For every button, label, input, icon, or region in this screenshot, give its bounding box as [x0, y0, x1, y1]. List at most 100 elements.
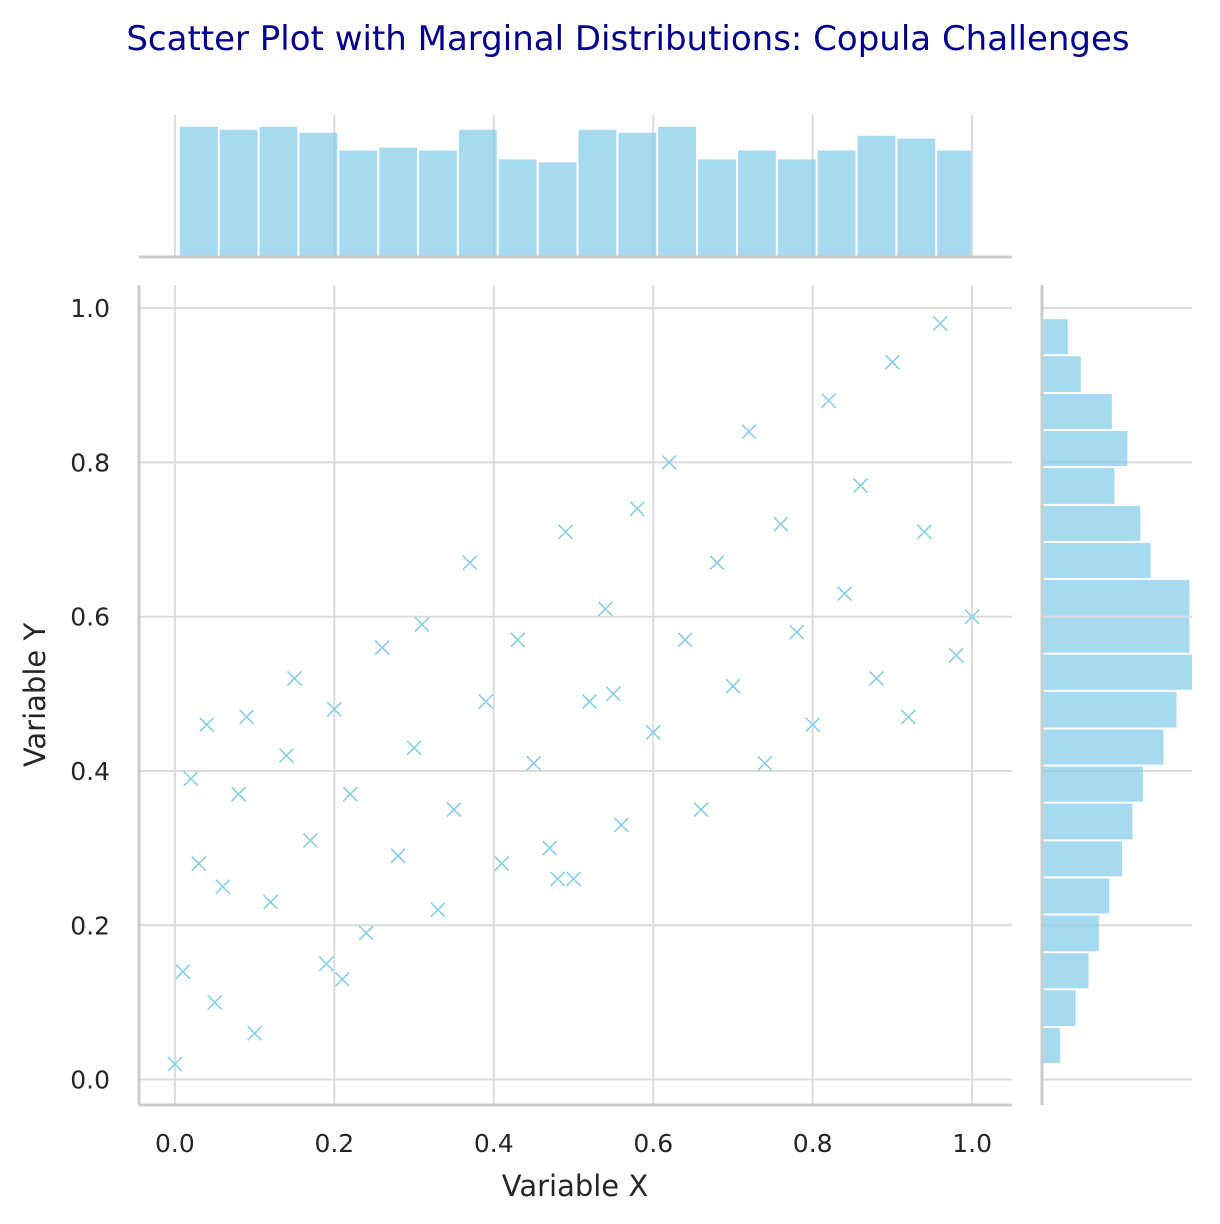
scatter-point [430, 902, 446, 918]
scatter-point [557, 524, 574, 540]
scatter-point-stroke [661, 454, 677, 470]
scatter-point-stroke [302, 832, 318, 848]
y-tick-label: 0.4 [70, 757, 110, 786]
chart-title: Scatter Plot with Marginal Distributions… [126, 19, 1129, 59]
marginal-y-bar [1042, 654, 1192, 690]
marginal-y-bar [1042, 505, 1141, 541]
marginal-y-bar [1042, 579, 1190, 616]
marginal-x-bar [498, 159, 537, 257]
axes-layer [137, 255, 1044, 1107]
scatter-point-stroke [406, 740, 422, 756]
scatter-point-stroke [247, 1025, 263, 1041]
scatter-point-stroke [789, 624, 805, 640]
marginal-y-bar [1042, 878, 1110, 914]
grid-layer [139, 115, 1192, 1105]
marginal-y-bar [1042, 393, 1112, 430]
scatter-point [693, 801, 709, 818]
marginal-x-bar [219, 129, 258, 257]
scatter-point [741, 424, 757, 440]
scatter-point [629, 501, 645, 517]
scatter-point [837, 585, 853, 602]
marginal-y-bar [1042, 356, 1081, 392]
marginal-x-bar [419, 150, 457, 257]
scatter-point [262, 894, 279, 910]
scatter-point [916, 524, 932, 540]
marginal-y-histogram [1042, 319, 1192, 1064]
y-tick-label: 0.2 [70, 911, 110, 940]
scatter-point-stroke [597, 601, 613, 617]
x-tick-label: 0.2 [314, 1129, 354, 1158]
scatter-point [526, 755, 542, 771]
marginal-x-bar [458, 129, 497, 257]
scatter-point-stroke [462, 555, 478, 571]
scatter-point-stroke [677, 632, 693, 648]
scatter-point [757, 755, 773, 771]
scatter-point-stroke [239, 709, 255, 725]
scatter-point [191, 855, 207, 872]
scatter-point-stroke [478, 693, 494, 710]
scatter-point-stroke [542, 840, 558, 856]
scatter-point [374, 639, 390, 656]
scatter-points [167, 316, 980, 1072]
scatter-point [390, 848, 406, 864]
scatter-point [215, 879, 231, 895]
scatter-point-stroke [430, 902, 446, 918]
marginal-x-bar [179, 126, 218, 257]
scatter-point-stroke [207, 994, 223, 1010]
scatter-point [645, 724, 661, 740]
scatter-point [302, 832, 318, 848]
scatter-point [175, 963, 191, 980]
scatter-point-stroke [757, 755, 773, 771]
y-tick-label: 0.6 [70, 603, 110, 632]
y-tick-label: 0.0 [70, 1066, 110, 1095]
x-tick-label: 0.6 [633, 1129, 673, 1158]
scatter-point [478, 693, 494, 710]
scatter-point [821, 393, 837, 409]
scatter-point [446, 801, 462, 818]
scatter-point [286, 670, 303, 686]
marginal-x-bar [538, 162, 577, 257]
scatter-point [773, 516, 789, 532]
scatter-point [613, 817, 629, 833]
scatter-point-stroke [709, 555, 725, 571]
scatter-point-stroke [334, 971, 350, 987]
scatter-point [581, 693, 598, 710]
scatter-point-stroke [884, 354, 900, 370]
marginal-y-bar [1042, 1028, 1061, 1064]
marginal-x-bar [737, 150, 776, 257]
scatter-point-stroke [852, 477, 869, 494]
scatter-point [494, 855, 510, 872]
y-axis-label: Variable Y [18, 623, 52, 768]
marginal-x-bar [777, 159, 816, 257]
scatter-point-stroke [390, 848, 406, 864]
scatter-point-stroke [167, 1056, 183, 1072]
scatter-point-stroke [605, 686, 621, 702]
marginal-x-bar [698, 159, 736, 257]
marginal-x-bar [299, 132, 338, 257]
scatter-point [239, 709, 255, 725]
scatter-point-stroke [215, 879, 231, 895]
scatter-point [900, 709, 916, 725]
scatter-point-stroke [773, 516, 789, 532]
marginal-x-bar [857, 135, 896, 257]
marginal-x-histogram [179, 126, 972, 257]
scatter-point [318, 956, 334, 972]
scatter-point-stroke [565, 871, 582, 887]
scatter-point [932, 316, 948, 332]
scatter-point-stroke [932, 316, 948, 332]
scatter-point-stroke [837, 585, 853, 602]
scatter-point-stroke [262, 894, 279, 910]
scatter-point [358, 925, 374, 941]
scatter-point [167, 1056, 183, 1072]
scatter-point [852, 477, 869, 494]
scatter-point [247, 1025, 263, 1041]
marginal-y-bar [1042, 691, 1177, 728]
scatter-point-stroke [549, 871, 566, 887]
tick-labels: 0.0 0.2 0.4 0.6 0.8 1.0 0.0 0.2 0.4 0.6 0.8 1.0 [70, 294, 992, 1158]
marginal-y-bar [1042, 766, 1143, 802]
marginal-y-bar [1042, 617, 1190, 653]
marginal-x-bar [379, 147, 418, 257]
scatter-point-stroke [725, 678, 741, 694]
y-tick-label: 0.8 [70, 448, 110, 477]
scatter-point-stroke [286, 670, 303, 686]
